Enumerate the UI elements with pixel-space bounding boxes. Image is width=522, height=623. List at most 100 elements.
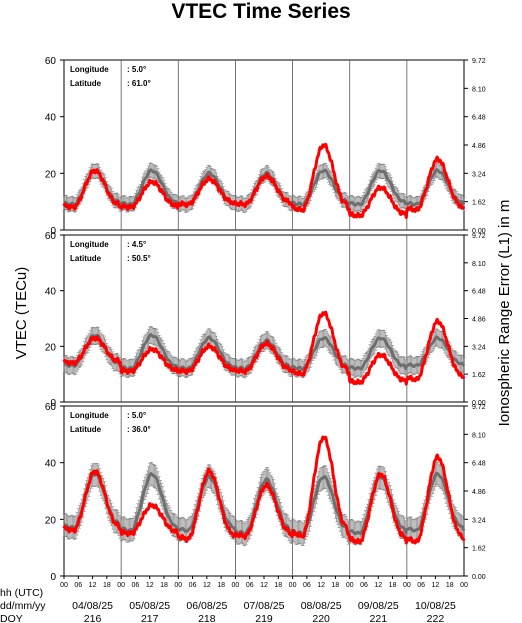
hour-tick-label: 00 (232, 582, 240, 589)
hour-tick-label: 18 (274, 582, 282, 589)
date-label: 04/08/25 (72, 600, 113, 612)
hour-tick-label: 06 (360, 582, 368, 589)
date-label: 05/08/25 (129, 600, 170, 612)
hour-tick-label: 12 (146, 582, 154, 589)
y-tick-label: 60 (45, 402, 57, 413)
y-tick-label: 20 (45, 169, 57, 180)
latitude-label: Latitude (70, 425, 102, 434)
hour-tick-label: 00 (117, 582, 125, 589)
right-tick-label: 1.62 (472, 372, 486, 379)
hour-tick-label: 12 (432, 582, 440, 589)
hour-tick-label: 00 (289, 582, 297, 589)
hour-tick-label: 18 (160, 582, 168, 589)
doy-label: 221 (370, 613, 388, 623)
longitude-label: Longitude (70, 65, 109, 74)
doy-label: 220 (312, 613, 330, 623)
hour-tick-label: 12 (89, 582, 97, 589)
hour-tick-label: 00 (460, 582, 468, 589)
date-label: 07/08/25 (244, 600, 285, 612)
hour-tick-label: 12 (374, 582, 382, 589)
hour-tick-label: 18 (389, 582, 397, 589)
hour-tick-label: 00 (403, 582, 411, 589)
date-label: 08/08/25 (301, 600, 342, 612)
latitude-value: : 61.0° (127, 79, 151, 88)
right-tick-label: 6.48 (472, 289, 486, 296)
right-tick-label: 9.72 (472, 58, 486, 65)
latitude-label: Latitude (70, 254, 102, 263)
y-tick-label: 60 (45, 56, 57, 67)
y-tick-label: 0 (50, 572, 56, 583)
right-tick-label: 8.10 (472, 432, 486, 439)
row-label-hour: hh (UTC) (0, 587, 43, 599)
latitude-label: Latitude (70, 79, 102, 88)
right-tick-label: 0.00 (472, 400, 486, 407)
right-tick-label: 0.00 (472, 228, 486, 235)
right-tick-label: 4.86 (472, 317, 486, 324)
right-tick-label: 6.48 (472, 115, 486, 122)
right-tick-label: 6.48 (472, 461, 486, 468)
doy-label: 216 (84, 613, 102, 623)
longitude-value: : 5.0° (127, 411, 146, 420)
date-label: 09/08/25 (358, 600, 399, 612)
doy-label: 222 (427, 613, 445, 623)
latitude-value: : 36.0° (127, 425, 151, 434)
measured-line (62, 435, 466, 545)
longitude-value: : 5.0° (127, 65, 146, 74)
right-tick-label: 4.86 (472, 143, 486, 150)
hour-tick-label: 06 (246, 582, 254, 589)
right-tick-label: 1.62 (472, 200, 486, 207)
vtec-panel: 0 20 40 60 0.00 1.62 3.24 4.86 6.48 8.10 9.72 Longi… (45, 56, 486, 237)
date-label: 10/08/25 (415, 600, 456, 612)
longitude-label: Longitude (70, 411, 109, 420)
right-tick-label: 1.62 (472, 546, 486, 553)
y-axis-label-left: VTEC (TECu) (13, 267, 30, 360)
y-tick-label: 60 (45, 231, 57, 242)
hour-tick-label: 06 (303, 582, 311, 589)
y-tick-label: 20 (45, 342, 57, 353)
panel-frame (63, 234, 465, 403)
right-tick-label: 8.10 (472, 86, 486, 93)
hour-tick-label: 18 (217, 582, 225, 589)
right-tick-label: 3.24 (472, 344, 486, 351)
y-tick-label: 40 (45, 287, 57, 298)
y-tick-label: 20 (45, 515, 57, 526)
doy-label: 217 (141, 613, 159, 623)
right-tick-label: 0.00 (472, 574, 486, 581)
hour-tick-label: 06 (74, 582, 82, 589)
date-label: 06/08/25 (186, 600, 227, 612)
hour-tick-label: 00 (174, 582, 182, 589)
row-label-date: dd/mm/yy (0, 600, 46, 612)
measured-line (62, 142, 466, 219)
hour-tick-label: 06 (132, 582, 140, 589)
y-tick-label: 40 (45, 459, 57, 470)
hour-tick-label: 06 (417, 582, 425, 589)
right-tick-label: 9.72 (472, 404, 486, 411)
measured-line (62, 310, 466, 386)
right-tick-label: 9.72 (472, 233, 486, 240)
chart-title: VTEC Time Series (171, 0, 350, 23)
right-tick-label: 3.24 (472, 171, 486, 178)
y-tick-label: 0 (50, 398, 56, 409)
hour-tick-label: 06 (189, 582, 197, 589)
longitude-value: : 4.5° (127, 240, 146, 249)
vtec-panel: 0 20 40 60 0.00 1.62 3.24 4.86 6.48 8.10 9.72 Longi… (45, 231, 486, 409)
hour-tick-label: 00 (60, 582, 68, 589)
y-tick-label: 40 (45, 113, 57, 124)
hour-tick-label: 18 (446, 582, 454, 589)
right-tick-label: 4.86 (472, 489, 486, 496)
hour-tick-label: 12 (317, 582, 325, 589)
right-tick-label: 3.24 (472, 517, 486, 524)
hour-tick-label: 12 (260, 582, 268, 589)
doy-label: 218 (198, 613, 216, 623)
hour-tick-label: 12 (203, 582, 211, 589)
longitude-label: Longitude (70, 240, 109, 249)
hour-tick-label: 00 (346, 582, 354, 589)
right-tick-label: 8.10 (472, 261, 486, 268)
reference-line (63, 471, 466, 537)
row-label-doy: DOY (0, 613, 23, 623)
y-axis-label-right: Ionospheric Range Error (L1) in m (496, 200, 513, 427)
vtec-panel: 0 20 40 60 0.00 1.62 3.24 4.86 6.48 8.10 9.72 Longi… (45, 402, 486, 583)
y-tick-label: 0 (50, 226, 56, 237)
